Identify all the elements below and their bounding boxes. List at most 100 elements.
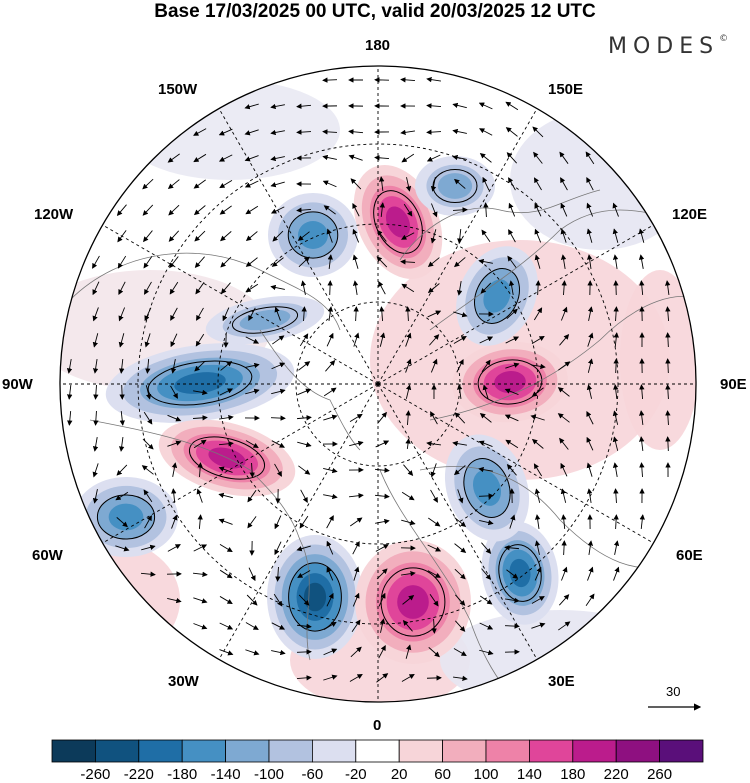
wind-vector — [612, 462, 619, 477]
brand-logo: MODES© — [608, 34, 728, 59]
wind-vector — [400, 259, 416, 265]
wind-vector — [401, 674, 415, 682]
wind-vector — [194, 360, 206, 372]
colorbar-tick-label: -220 — [123, 766, 154, 783]
wind-vector — [374, 493, 390, 499]
wind-vector — [587, 540, 594, 555]
wind-vector — [348, 493, 364, 499]
wind-vector — [481, 568, 492, 581]
wind-vector — [478, 440, 493, 448]
wind-vector — [586, 436, 594, 451]
coastline — [429, 296, 696, 421]
wind-vector — [327, 306, 334, 321]
wind-vector — [352, 202, 360, 217]
wind-vector — [247, 516, 257, 529]
wind-vector — [145, 358, 151, 374]
colorbar-swatch — [181, 739, 226, 763]
anomaly-center — [205, 295, 325, 345]
wind-vector — [327, 254, 333, 270]
coastline — [259, 329, 361, 451]
wind-vector — [322, 77, 338, 83]
wind-vector — [170, 385, 178, 399]
wind-vector — [193, 205, 206, 216]
wind-vector — [405, 332, 412, 347]
wind-vector — [430, 489, 438, 503]
wind-vector — [504, 623, 520, 629]
wind-vector — [274, 541, 282, 556]
wind-vector — [193, 623, 208, 630]
wind-vector — [219, 569, 233, 579]
wind-vector — [116, 517, 128, 528]
wind-vector — [326, 566, 334, 581]
wind-vector — [534, 540, 541, 555]
wind-vector — [665, 332, 671, 348]
wind-vector — [299, 333, 309, 347]
wind-vector — [639, 436, 645, 452]
wind-vector — [478, 493, 494, 499]
wind-vector — [92, 489, 99, 504]
colorbar-tick-label: 20 — [390, 766, 408, 783]
meridian-line — [377, 224, 654, 385]
lon-label-30w: 30W — [168, 673, 199, 690]
colorbar-swatch — [311, 739, 357, 763]
wind-vector — [479, 336, 494, 344]
wind-vector — [534, 202, 542, 217]
colorbar-swatch — [659, 739, 704, 763]
wind-vector — [296, 545, 311, 552]
wind-vector — [193, 439, 207, 449]
wind-vector — [534, 254, 541, 269]
wind-vector — [352, 540, 360, 555]
lon-label-150w: 150W — [158, 81, 198, 98]
wind-vector — [639, 410, 645, 426]
colorbar-tick-label: -60 — [301, 766, 324, 783]
wind-vector — [325, 360, 336, 372]
wind-vector — [270, 129, 285, 136]
graticule — [60, 66, 696, 702]
wind-vector — [271, 440, 285, 448]
wind-vector — [348, 129, 364, 135]
wind-vector — [326, 540, 334, 555]
wind-vector — [405, 644, 412, 659]
meridian-line — [102, 383, 379, 544]
wind-vector — [245, 205, 259, 215]
wind-vector — [481, 229, 491, 243]
wind-vector — [639, 514, 645, 530]
colorbar-swatch — [355, 739, 400, 763]
wind-vector — [456, 358, 464, 373]
wind-vector — [664, 280, 671, 295]
colorbar-swatch — [485, 739, 530, 763]
wind-vector — [296, 675, 312, 681]
wind-vector — [118, 437, 125, 452]
wind-vector — [561, 540, 567, 556]
wind-vector — [613, 384, 619, 400]
wind-vector — [504, 388, 519, 396]
wind-vector — [350, 178, 362, 190]
wind-vector — [379, 618, 386, 633]
wind-vector — [506, 569, 519, 579]
wind-vector — [192, 415, 208, 421]
colorbar-swatch — [572, 739, 617, 763]
wind-vector — [323, 648, 338, 656]
wind-vector — [352, 228, 360, 243]
wind-vector — [453, 336, 467, 344]
wind-vector — [119, 358, 125, 374]
wind-vector — [194, 256, 205, 268]
wind-vector — [482, 384, 489, 399]
wind-vector — [531, 363, 546, 370]
wind-vector — [322, 154, 337, 161]
wind-vector — [457, 228, 463, 244]
wind-vector — [245, 362, 260, 369]
wind-vector — [586, 177, 594, 191]
wind-vector — [167, 440, 182, 447]
wind-vector — [454, 594, 466, 606]
wind-vector — [66, 359, 73, 374]
lon-label-150e: 150E — [548, 81, 584, 98]
wind-vector — [586, 254, 593, 269]
wind-vector — [613, 280, 619, 296]
wind-vector — [405, 438, 411, 449]
wind-vector — [505, 362, 520, 369]
wind-vector — [559, 437, 569, 450]
wind-vector — [586, 228, 593, 243]
wind-vector — [274, 515, 282, 530]
wind-vector — [505, 336, 520, 344]
